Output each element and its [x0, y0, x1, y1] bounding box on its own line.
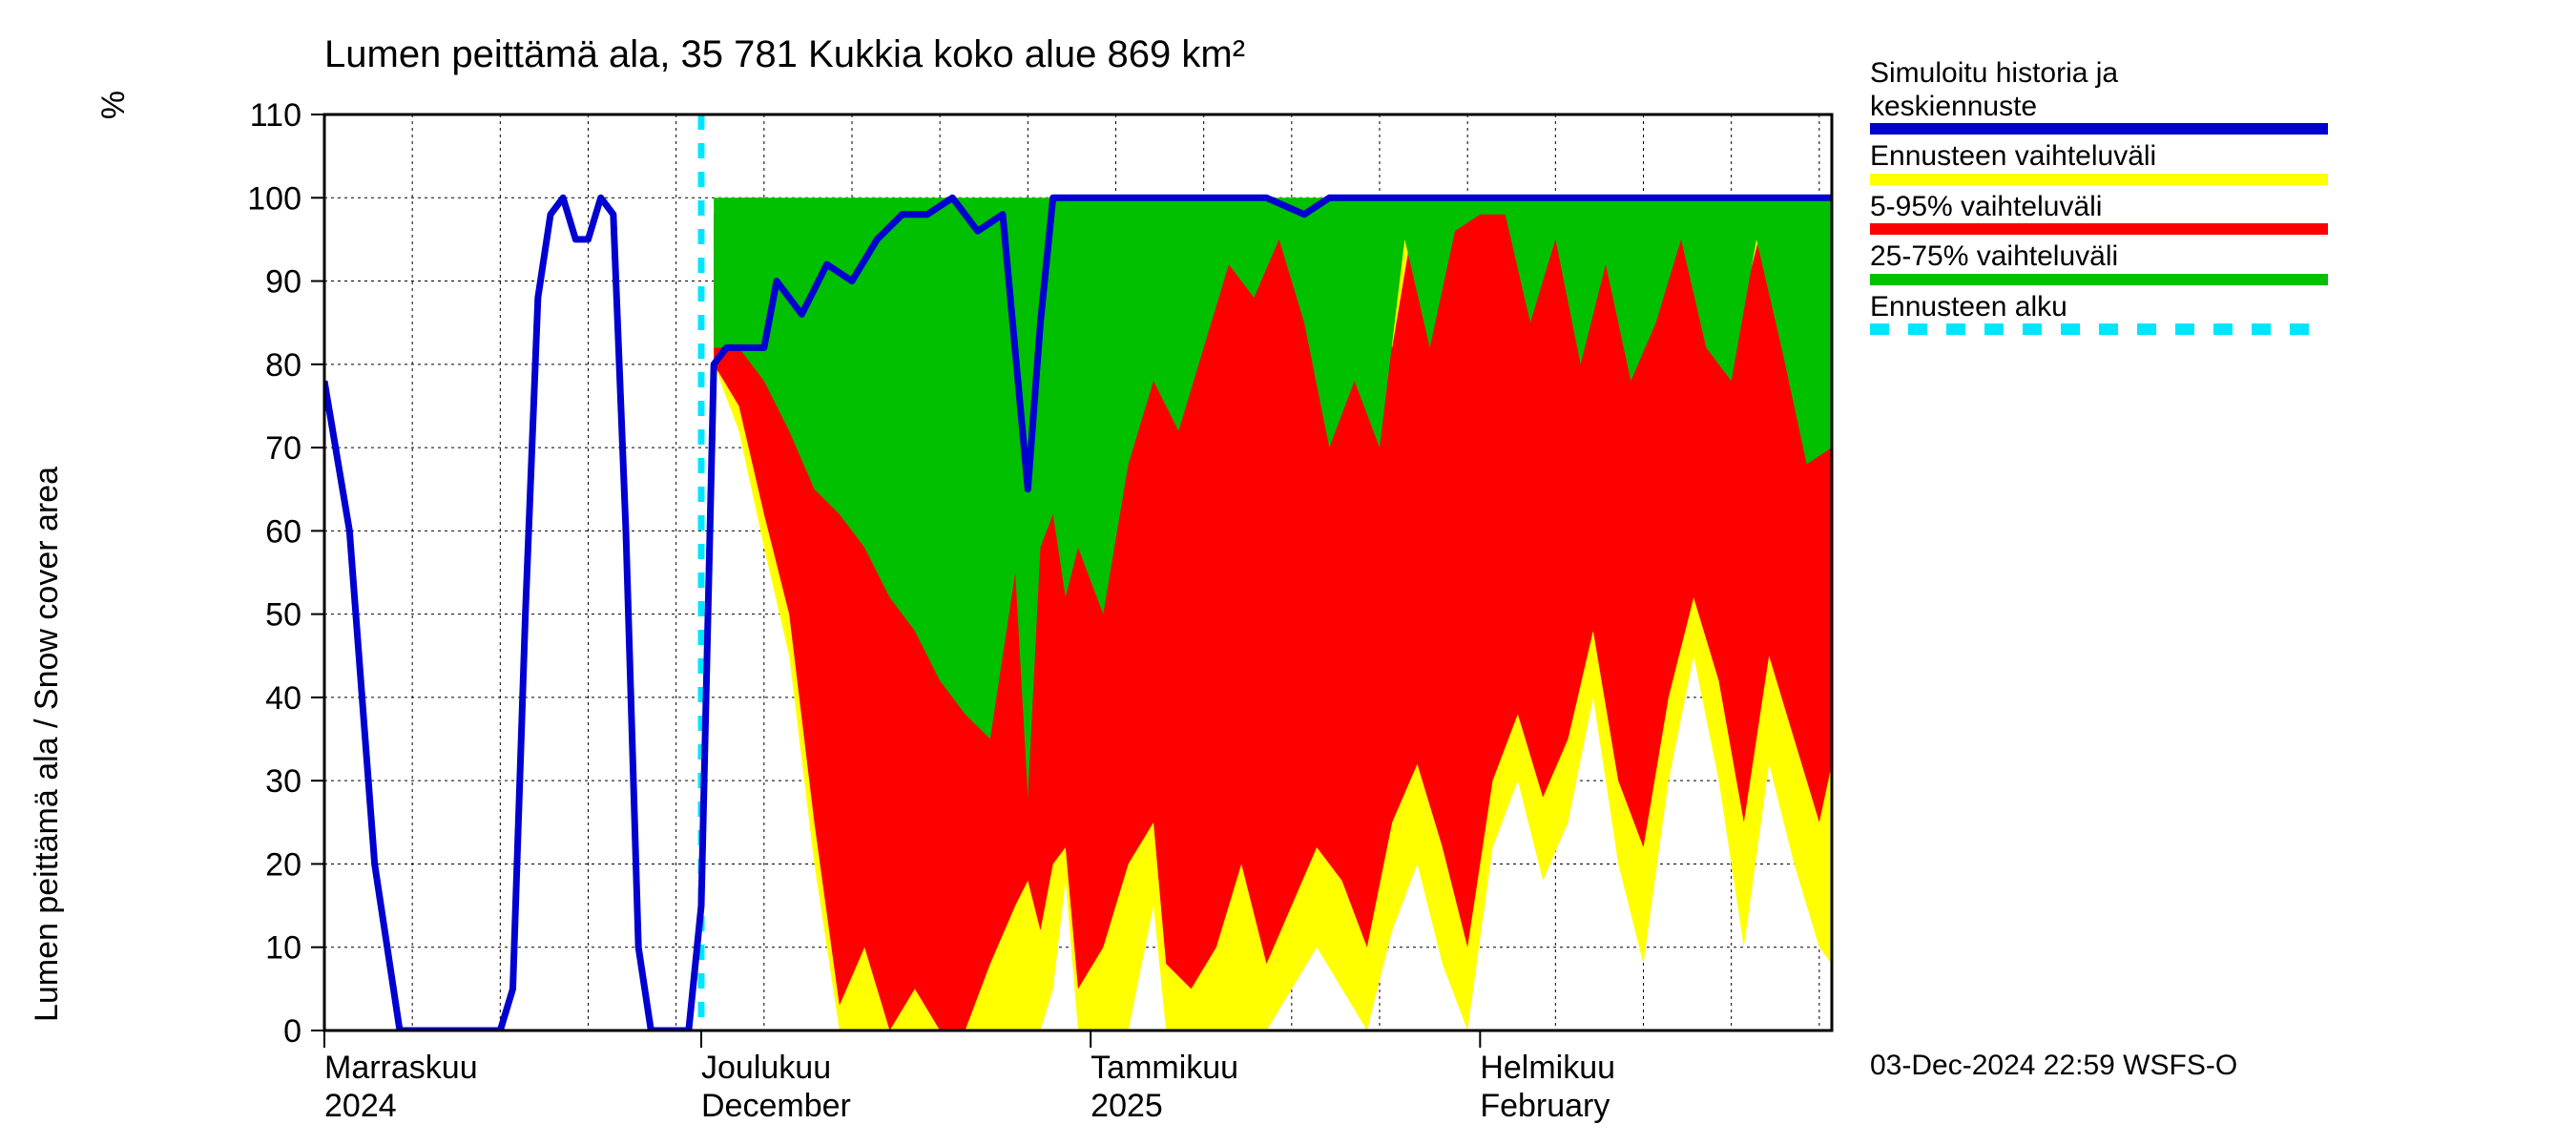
- y-axis-label: Lumen peittämä ala / Snow cover area: [29, 467, 65, 1022]
- x-tick-sublabel: February: [1480, 1088, 1610, 1124]
- legend-item: Simuloitu historia jakeskiennuste: [1870, 57, 2538, 135]
- y-tick-label: 60: [265, 513, 301, 550]
- y-tick-label: 100: [247, 180, 301, 217]
- legend-line-swatch: [1870, 123, 2328, 135]
- legend-label: Ennusteen alku: [1870, 291, 2538, 324]
- y-tick-label: 110: [250, 97, 301, 134]
- x-tick-sublabel: December: [701, 1088, 851, 1124]
- x-tick-sublabel: 2025: [1091, 1088, 1163, 1124]
- y-tick-label: 30: [265, 763, 301, 800]
- legend-dash-swatch: [1870, 323, 2328, 335]
- legend-item: 25-75% vaihteluväli: [1870, 240, 2538, 285]
- x-tick-label: Helmikuu: [1480, 1050, 1615, 1086]
- y-tick-label: 80: [265, 347, 301, 384]
- legend-item: Ennusteen vaihteluväli: [1870, 140, 2538, 185]
- y-tick-label: 40: [265, 680, 301, 717]
- y-tick-label: 70: [265, 430, 301, 467]
- x-tick-label: Marraskuu: [324, 1050, 478, 1086]
- x-tick-label: Joulukuu: [701, 1050, 831, 1086]
- y-tick-label: 20: [265, 846, 301, 883]
- y-tick-label: 10: [265, 930, 301, 967]
- chart-container: Lumen peittämä ala, 35 781 Kukkia koko a…: [0, 0, 2576, 1145]
- legend-item: Ennusteen alku: [1870, 291, 2538, 336]
- x-tick-sublabel: 2024: [324, 1088, 397, 1124]
- legend-bar-swatch: [1870, 174, 2328, 185]
- y-axis-unit: %: [95, 91, 132, 119]
- chart-title: Lumen peittämä ala, 35 781 Kukkia koko a…: [324, 33, 1245, 75]
- y-tick-label: 90: [265, 264, 301, 301]
- y-tick-label: 50: [265, 597, 301, 634]
- legend-label: 25-75% vaihteluväli: [1870, 240, 2538, 274]
- legend-label: Ennusteen vaihteluväli: [1870, 140, 2538, 174]
- x-tick-label: Tammikuu: [1091, 1050, 1238, 1086]
- y-tick-label: 0: [283, 1013, 301, 1050]
- legend: Simuloitu historia jakeskiennuste Ennuste…: [1870, 57, 2538, 341]
- legend-bar-swatch: [1870, 223, 2328, 235]
- legend-item: 5-95% vaihteluväli: [1870, 191, 2538, 236]
- legend-bar-swatch: [1870, 274, 2328, 285]
- legend-label: Simuloitu historia jakeskiennuste: [1870, 57, 2538, 123]
- footer-timestamp: 03-Dec-2024 22:59 WSFS-O: [1870, 1050, 2237, 1082]
- legend-label: 5-95% vaihteluväli: [1870, 191, 2538, 224]
